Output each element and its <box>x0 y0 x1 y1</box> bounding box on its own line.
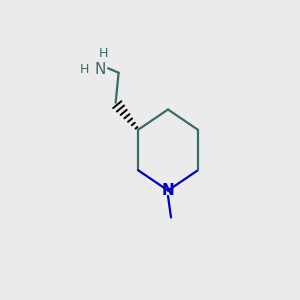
Text: H: H <box>99 47 108 60</box>
Text: H: H <box>80 63 89 76</box>
Text: N: N <box>95 62 106 77</box>
Text: N: N <box>162 183 174 198</box>
